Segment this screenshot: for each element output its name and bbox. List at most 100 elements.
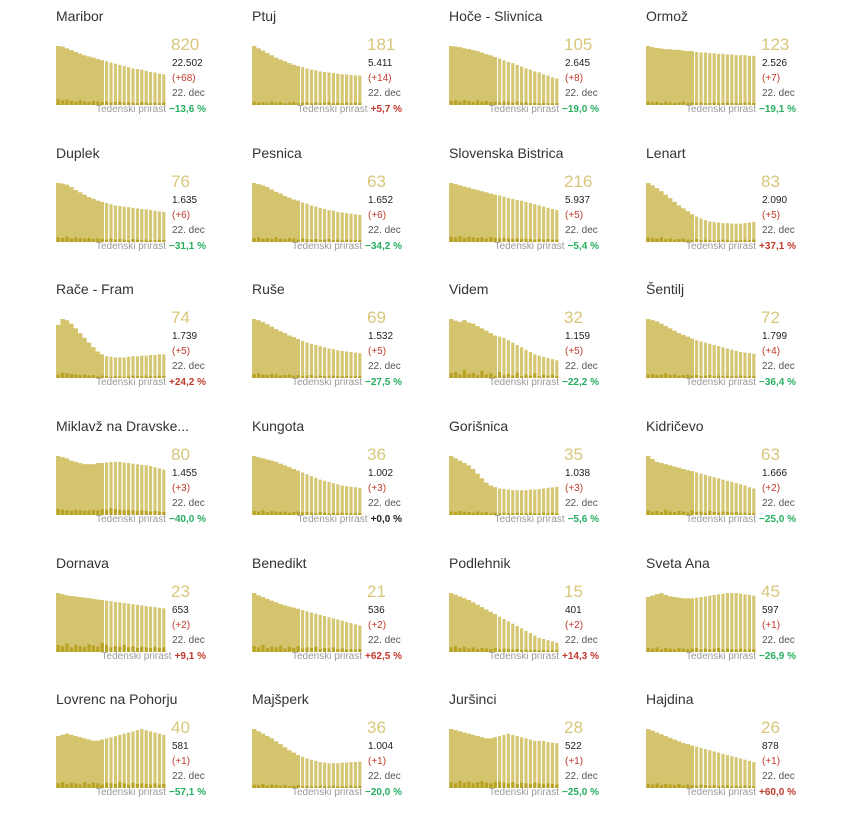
active-bar	[664, 736, 668, 788]
new-cases-bar	[712, 512, 716, 515]
active-cases-chart	[646, 42, 756, 105]
total-cases-value: 22.502	[172, 58, 203, 69]
active-bar	[349, 74, 353, 105]
new-cases-bar	[506, 783, 510, 788]
active-bar	[725, 480, 729, 515]
new-cases-bar	[708, 375, 712, 378]
active-bar	[454, 320, 458, 378]
active-bar	[484, 192, 488, 242]
new-cases-bar	[301, 376, 305, 378]
new-cases-bar	[283, 375, 287, 378]
new-cases-bar	[296, 239, 300, 242]
new-cases-bar	[686, 374, 690, 378]
new-cases-bar	[118, 509, 122, 515]
new-cases-bar	[353, 102, 357, 105]
new-cases-value: (+1)	[172, 756, 191, 767]
active-bar	[83, 337, 87, 378]
active-bar	[296, 755, 300, 788]
active-bar	[695, 597, 699, 652]
new-cases-bar	[546, 239, 550, 242]
new-cases-bar	[100, 102, 104, 105]
weekly-growth-value: −26,9 %	[759, 651, 796, 662]
new-cases-bar	[327, 239, 331, 242]
new-cases-bar	[471, 783, 475, 788]
active-bar	[546, 357, 550, 378]
active-bar	[489, 485, 493, 515]
active-bar	[61, 319, 65, 378]
new-cases-bar	[533, 513, 537, 515]
active-bar	[673, 739, 677, 788]
new-cases-bar	[56, 374, 60, 378]
new-cases-bar	[690, 240, 694, 242]
new-cases-bar	[712, 376, 716, 378]
active-bar	[555, 486, 559, 515]
new-cases-bar	[734, 240, 738, 242]
active-bar	[162, 608, 166, 652]
new-cases-bar	[462, 237, 466, 242]
new-cases-bar	[140, 783, 144, 788]
active-bar	[131, 356, 135, 378]
new-cases-bar	[305, 512, 309, 515]
new-cases-bar	[739, 786, 743, 788]
active-bar	[506, 489, 510, 515]
active-bar	[686, 51, 690, 105]
new-cases-bar	[122, 783, 126, 788]
active-bar	[274, 602, 278, 652]
active-bar	[122, 66, 126, 105]
new-cases-bar	[274, 374, 278, 378]
active-bar	[105, 462, 109, 515]
new-cases-bar	[301, 238, 305, 242]
active-cases-value: 123	[761, 35, 790, 54]
active-bar	[725, 54, 729, 105]
new-cases-bar	[331, 375, 335, 378]
new-cases-bar	[462, 646, 466, 652]
active-bar	[336, 619, 340, 652]
new-cases-bar	[91, 645, 95, 652]
date-label: 22. dec	[565, 635, 598, 646]
new-cases-bar	[144, 510, 148, 515]
new-cases-bar	[118, 101, 122, 105]
active-bar	[96, 200, 100, 242]
new-cases-bar	[65, 373, 69, 378]
active-bar	[162, 211, 166, 242]
new-cases-bar	[91, 782, 95, 788]
active-bar	[467, 49, 471, 105]
new-cases-bar	[162, 102, 166, 105]
active-bar	[462, 186, 466, 242]
new-cases-bar	[524, 238, 528, 242]
active-bar	[458, 47, 462, 105]
active-bar	[506, 621, 510, 652]
weekly-growth: Tedenski prirast −25,0 %	[646, 514, 796, 525]
new-cases-value: (+5)	[565, 346, 584, 357]
active-bar	[739, 55, 743, 105]
active-bar	[480, 191, 484, 242]
new-cases-bar	[476, 511, 480, 515]
new-cases-bar	[555, 103, 559, 105]
new-cases-bar	[69, 100, 73, 105]
active-cases-value: 23	[171, 582, 190, 601]
new-cases-bar	[546, 783, 550, 788]
active-bar	[699, 747, 703, 788]
active-bar	[353, 624, 357, 652]
active-bar	[265, 187, 269, 242]
new-cases-bar	[681, 375, 685, 378]
new-cases-bar	[301, 512, 305, 515]
active-bar	[480, 737, 484, 788]
active-bar	[659, 463, 663, 515]
total-cases-value: 522	[565, 741, 582, 752]
new-cases-bar	[296, 511, 300, 515]
active-bar	[651, 730, 655, 788]
new-cases-bar	[91, 100, 95, 105]
new-cases-bar	[458, 236, 462, 242]
active-bar	[528, 633, 532, 652]
weekly-growth-value: −27,5 %	[365, 377, 402, 388]
active-bar	[555, 642, 559, 652]
new-cases-bar	[257, 647, 261, 652]
active-bar	[493, 335, 497, 378]
active-bar	[449, 46, 453, 105]
active-cases-value: 80	[171, 445, 190, 464]
municipality-name: Sveta Ana	[646, 555, 710, 571]
new-cases-bar	[144, 375, 148, 378]
new-cases-bar	[515, 512, 519, 515]
active-bar	[686, 470, 690, 515]
